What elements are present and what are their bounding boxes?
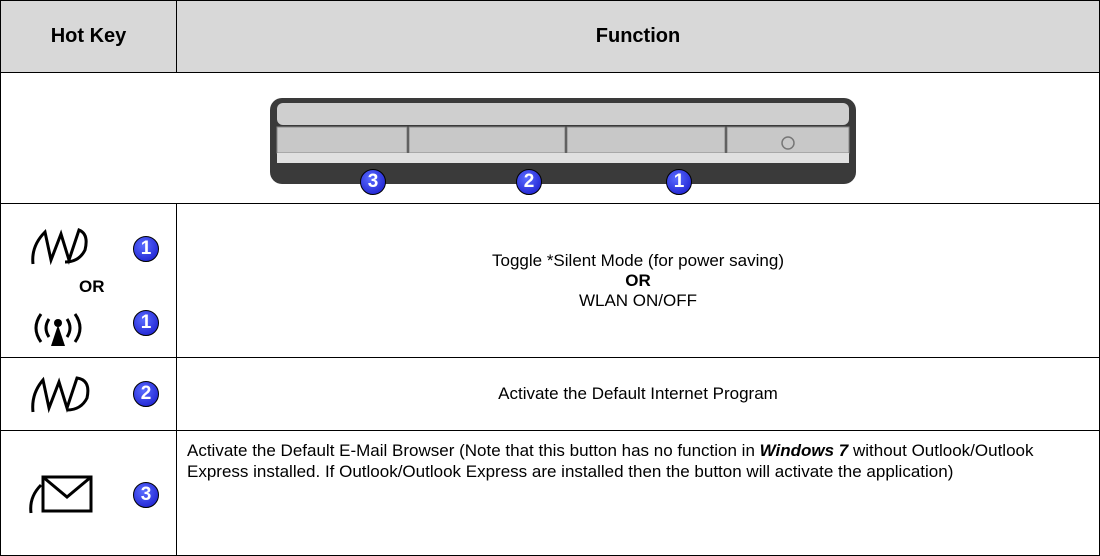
internet-icon xyxy=(31,376,90,414)
badge: 1 xyxy=(133,236,159,262)
badge: 2 xyxy=(133,381,159,407)
badge: 2 xyxy=(516,169,542,195)
function-cell: Activate the Default E-Mail Browser (Not… xyxy=(176,430,1100,556)
panel-row: 3 2 1 xyxy=(0,72,1100,204)
hotkey-cell: 2 xyxy=(0,357,177,431)
badge: 1 xyxy=(666,169,692,195)
wlan-icon xyxy=(34,313,82,346)
badge: 1 xyxy=(133,310,159,336)
function-text: OR xyxy=(625,270,651,290)
badge: 3 xyxy=(133,482,159,508)
badge: 3 xyxy=(360,169,386,195)
function-cell: Toggle *Silent Mode (for power saving) O… xyxy=(176,203,1100,358)
function-cell: Activate the Default Internet Program xyxy=(176,357,1100,431)
separator: OR xyxy=(79,277,105,296)
hotkey-cell: 3 xyxy=(0,430,177,556)
silent-mode-icon xyxy=(31,228,88,266)
function-text: without Outlook/Outlook Express installe… xyxy=(187,441,1034,481)
function-emphasis: Windows 7 xyxy=(759,441,849,460)
hotkey-cell: 1 OR 1 xyxy=(0,203,177,358)
function-text: Activate the Default E-Mail Browser (Not… xyxy=(187,441,760,460)
button-panel xyxy=(270,98,856,184)
header-hot-key: Hot Key xyxy=(0,0,177,73)
header-text: Function xyxy=(595,25,681,47)
header-function: Function xyxy=(176,0,1100,73)
function-text: Toggle *Silent Mode (for power saving) xyxy=(492,250,784,270)
header-text: Hot Key xyxy=(50,25,127,47)
function-text: Activate the Default Internet Program xyxy=(498,384,778,403)
email-icon xyxy=(29,475,93,514)
function-text: WLAN ON/OFF xyxy=(578,290,698,310)
